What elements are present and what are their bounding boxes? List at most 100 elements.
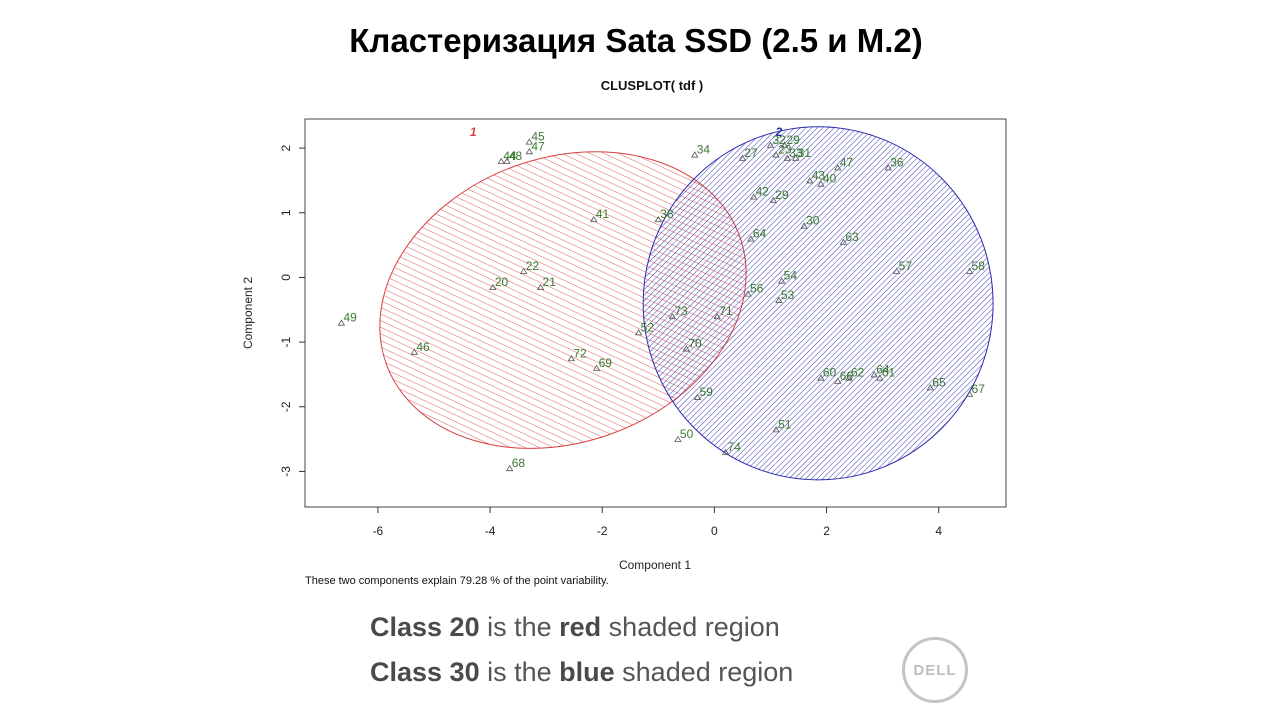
point-marker (870, 371, 878, 378)
point-label: 67 (972, 382, 986, 396)
data-point: 64 (870, 362, 890, 378)
point-marker (744, 290, 752, 297)
point-marker (817, 180, 825, 187)
point-marker (780, 141, 789, 148)
point-label: 40 (823, 172, 837, 186)
cluster-label-1: 1 (470, 125, 477, 139)
point-marker (892, 267, 901, 274)
data-point: 70 (682, 337, 702, 352)
point-marker (592, 364, 601, 371)
point-marker (777, 277, 786, 284)
data-point: 71 (713, 304, 733, 320)
point-marker (713, 312, 721, 320)
slide-title: Кластеризация Sata SSD (2.5 и M.2) (349, 22, 923, 59)
x-tick-label: -4 (485, 524, 496, 538)
data-point: 60 (817, 366, 837, 381)
variability-footnote: These two components explain 79.28 % of … (305, 575, 609, 587)
data-point: 68 (505, 456, 525, 472)
point-marker (834, 164, 842, 171)
data-point: 50 (674, 427, 694, 442)
point-label: 62 (851, 366, 865, 380)
point-label: 61 (882, 366, 896, 380)
point-marker (965, 390, 974, 397)
point-marker (520, 267, 528, 274)
data-point: 69 (592, 356, 612, 371)
data-point: 56 (744, 282, 764, 297)
point-marker (634, 329, 643, 336)
point-marker (783, 154, 791, 161)
data-point: 46 (410, 340, 430, 355)
data-point: 41 (590, 207, 609, 223)
data-point: 20 (489, 275, 509, 291)
point-marker (769, 196, 777, 203)
point-label: 21 (543, 275, 557, 289)
point-marker (693, 393, 702, 400)
x-tick-label: 4 (935, 524, 942, 538)
point-label: 66 (840, 369, 854, 383)
cluster-label-2: 2 (775, 125, 783, 139)
data-point: 23 (772, 143, 792, 158)
data-point: 61 (876, 366, 896, 381)
point-marker (839, 238, 848, 245)
point-marker (766, 141, 775, 148)
point-marker (876, 374, 884, 381)
point-marker (536, 283, 545, 291)
point-label: 64 (753, 227, 767, 241)
data-point: 52 (634, 320, 654, 336)
point-marker (738, 154, 747, 161)
point-label: 22 (526, 259, 540, 273)
y-tick-label: -1 (279, 336, 293, 347)
data-point: 51 (772, 417, 792, 433)
point-marker (668, 312, 677, 320)
point-label: 51 (778, 417, 792, 431)
data-point: 30 (800, 214, 820, 229)
point-label: 36 (890, 156, 904, 170)
chart-title: CLUSPLOT( tdf ) (600, 78, 704, 93)
point-marker (525, 148, 534, 155)
point-label: 54 (784, 269, 798, 283)
point-marker (410, 348, 419, 355)
point-marker (682, 345, 691, 352)
point-marker (721, 448, 730, 455)
data-point: 73 (668, 304, 688, 320)
point-label: 47 (531, 139, 545, 153)
point-label: 63 (845, 230, 859, 244)
point-label: 65 (932, 375, 946, 389)
data-point: 48 (503, 149, 523, 164)
point-label: 43 (812, 168, 826, 182)
data-point: 66 (834, 369, 854, 384)
point-label: 70 (688, 337, 702, 351)
point-label: 48 (509, 149, 523, 163)
point-label: 73 (674, 304, 688, 318)
point-marker (489, 283, 497, 291)
point-marker (749, 193, 758, 200)
point-marker (503, 157, 511, 164)
cluster-2-ellipse (642, 126, 994, 481)
y-tick-label: 1 (279, 209, 293, 216)
point-label: 38 (660, 207, 674, 221)
y-tick-label: -2 (279, 401, 293, 412)
point-marker (747, 235, 755, 242)
point-marker (505, 464, 514, 472)
point-label: 60 (823, 366, 837, 380)
data-point: 43 (806, 168, 826, 184)
data-point: 36 (884, 156, 904, 171)
point-marker (567, 354, 576, 362)
data-point: 74 (721, 440, 742, 455)
point-marker (590, 215, 598, 223)
point-label: 42 (756, 185, 770, 199)
data-point: 21 (536, 275, 557, 291)
data-point: 65 (926, 375, 946, 391)
data-point: 47 (834, 156, 853, 171)
point-label: 50 (680, 427, 694, 441)
data-point: 27 (738, 146, 758, 161)
y-tick-label: -3 (279, 466, 293, 477)
point-label: 59 (700, 385, 714, 399)
point-marker (926, 384, 934, 391)
data-point: 47 (525, 139, 545, 155)
point-marker (806, 177, 814, 184)
point-label: 33 (789, 146, 803, 160)
point-label: 74 (728, 440, 742, 454)
class-30-legend: Class 30 is the blue shaded region (370, 657, 794, 687)
